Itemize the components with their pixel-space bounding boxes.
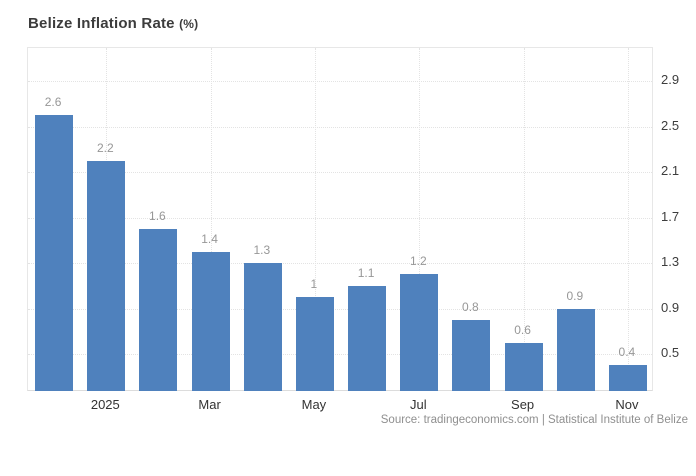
v-gridline: [627, 48, 629, 390]
bar-value-label: 0.8: [462, 299, 479, 314]
bar[interactable]: [139, 228, 178, 391]
v-gridline: [314, 48, 316, 390]
x-tick-label: Mar: [198, 397, 221, 412]
bar-value-label: 0.9: [566, 288, 584, 303]
y-tick-label: 2.1: [661, 163, 680, 178]
x-tick-label: Nov: [615, 397, 639, 412]
chart-title-unit: (%): [179, 17, 199, 31]
bar-value-label: 1: [310, 277, 318, 292]
v-gridline: [523, 48, 525, 390]
y-tick-label: 1.7: [661, 208, 680, 224]
bar-value-label: 1.3: [253, 243, 271, 257]
bar[interactable]: [348, 285, 387, 391]
h-gridline: [28, 217, 652, 219]
bar[interactable]: [608, 365, 647, 391]
bar-value-label: 1.4: [201, 231, 218, 246]
x-tick-label: May: [301, 397, 327, 412]
bar[interactable]: [295, 297, 334, 391]
y-tick-label: 2.5: [661, 117, 680, 133]
bar-value-label: 0.6: [514, 322, 531, 337]
chart-title-text: Belize Inflation Rate: [28, 15, 175, 32]
y-tick-label: 1.3: [661, 254, 680, 269]
bar-value-label: 2.2: [96, 140, 114, 155]
bar[interactable]: [35, 115, 74, 391]
plot-area: [27, 47, 653, 391]
bar[interactable]: [243, 263, 282, 391]
h-gridline: [28, 172, 652, 173]
x-tick-label: 2025: [90, 397, 120, 412]
h-gridline: [28, 263, 652, 264]
x-tick-label: Jul: [409, 397, 427, 412]
bar[interactable]: [556, 308, 595, 391]
bar[interactable]: [452, 319, 491, 391]
h-gridline: [28, 81, 652, 82]
h-gridline: [28, 126, 652, 128]
chart-title: Belize Inflation Rate (%): [28, 15, 198, 32]
v-gridline: [210, 48, 212, 390]
y-tick-label: 2.9: [661, 72, 680, 87]
bar[interactable]: [191, 251, 230, 391]
x-tick-label: Sep: [511, 397, 535, 412]
y-tick-label: 0.9: [661, 299, 680, 315]
h-gridline: [28, 308, 652, 310]
h-gridline: [28, 354, 652, 355]
v-gridline: [419, 48, 421, 390]
bar-value-label: 1.1: [357, 265, 375, 280]
bar[interactable]: [504, 342, 543, 391]
bar-value-label: 1.6: [149, 208, 166, 223]
bar[interactable]: [400, 274, 439, 391]
y-tick-label: 0.5: [661, 345, 680, 360]
bar-value-label: 1.2: [409, 254, 427, 269]
bar[interactable]: [87, 160, 126, 391]
source-attribution: Source: tradingeconomics.com | Statistic…: [380, 414, 688, 426]
bar-value-label: 2.6: [44, 95, 62, 110]
bar-value-label: 0.4: [618, 345, 636, 360]
